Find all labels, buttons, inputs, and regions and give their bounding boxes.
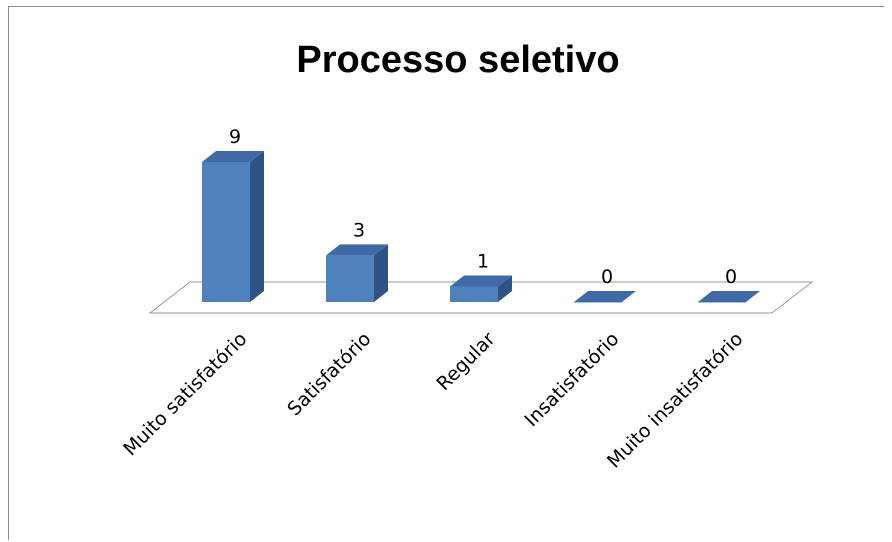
data-label-group: 9 3 1 0 0 — [229, 126, 737, 288]
bar-top — [450, 275, 512, 287]
bar-front — [450, 286, 498, 302]
category-label: Muito satisfatório — [119, 328, 251, 460]
bar-5 — [698, 291, 760, 303]
bar-front — [202, 162, 250, 302]
category-label: Insatisfatório — [520, 328, 623, 431]
bar-front — [574, 302, 622, 303]
data-label: 1 — [477, 250, 489, 272]
data-label: 9 — [229, 126, 241, 148]
bar-3 — [450, 275, 512, 302]
bar-4 — [574, 291, 636, 303]
bar-front — [326, 255, 374, 302]
chart-frame — [8, 6, 884, 540]
category-label: Regular — [432, 328, 499, 395]
data-label: 0 — [725, 266, 737, 288]
category-label: Muito insatisfatório — [603, 328, 748, 473]
bar-side — [498, 275, 512, 302]
bar-1 — [202, 151, 264, 302]
bar-top — [698, 291, 760, 302]
bar-group — [202, 151, 760, 303]
bar-side — [374, 244, 388, 302]
bar-top — [574, 291, 636, 302]
category-label-group: Muito satisfatório Satisfatório Regular Ins… — [119, 328, 747, 473]
bar-side — [250, 151, 264, 302]
chart-title: Processo seletivo — [296, 39, 619, 81]
data-label: 3 — [353, 219, 365, 241]
bar-top — [202, 151, 264, 162]
bar-2 — [326, 244, 388, 302]
bar-front — [698, 302, 746, 303]
bar-top — [326, 244, 388, 256]
data-label: 0 — [601, 266, 613, 288]
category-label: Satisfatório — [283, 328, 375, 420]
